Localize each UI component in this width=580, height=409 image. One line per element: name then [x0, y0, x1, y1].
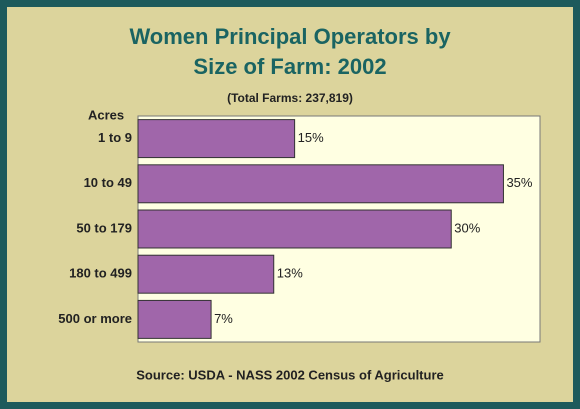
y-tick-label: 50 to 179	[76, 220, 132, 235]
bar	[137, 119, 296, 159]
source: Source: USDA - NASS 2002 Census of Agric…	[136, 367, 444, 382]
axis-label: Acres	[88, 107, 124, 122]
chart-subtitle: (Total Farms: 237,819)	[227, 91, 353, 105]
bar	[137, 254, 275, 294]
chart-title: Women Principal Operators by	[129, 24, 451, 49]
chart-title: Size of Farm: 2002	[193, 54, 386, 79]
bar	[137, 209, 452, 249]
data-label: 35%	[506, 175, 532, 190]
y-tick-label: 10 to 49	[84, 175, 132, 190]
data-label: 15%	[298, 130, 324, 145]
y-tick-label: 500 or more	[58, 311, 132, 326]
bar	[137, 299, 212, 339]
y-tick-label: 1 to 9	[98, 130, 132, 145]
bar	[137, 164, 504, 204]
data-label: 13%	[277, 266, 303, 281]
data-label: 30%	[454, 220, 480, 235]
data-label: 7%	[214, 311, 233, 326]
y-tick-label: 180 to 499	[69, 266, 132, 281]
